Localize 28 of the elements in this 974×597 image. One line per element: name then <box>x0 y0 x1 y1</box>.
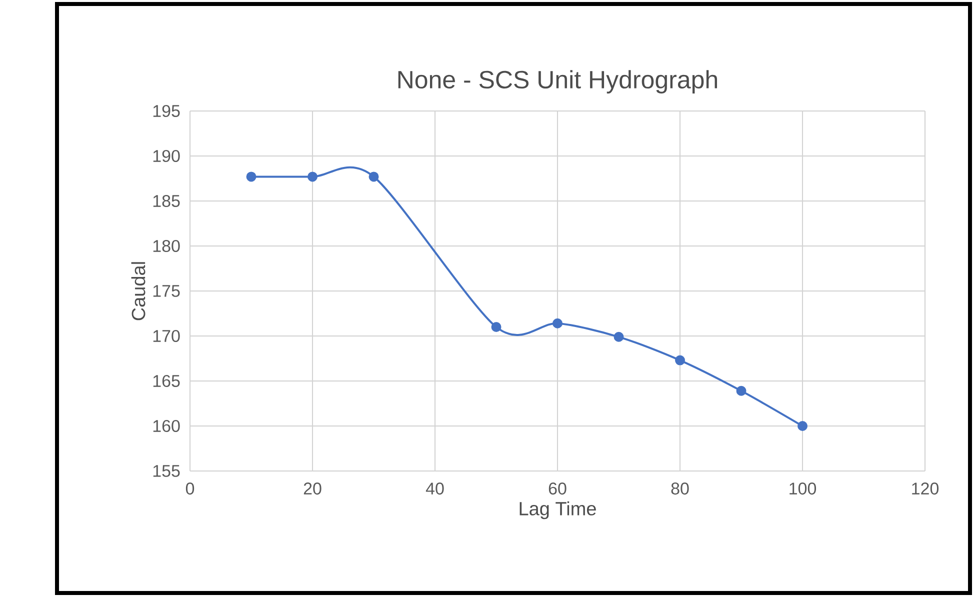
point <box>308 172 318 182</box>
point <box>614 332 624 342</box>
x-tick-label: 100 <box>790 482 816 495</box>
x-tick-label: 40 <box>426 482 444 495</box>
point <box>675 355 686 366</box>
point <box>491 322 502 332</box>
x-tick-label: 0 <box>186 482 194 495</box>
point <box>552 318 563 328</box>
y-tick-label: 190 <box>153 150 180 162</box>
y-tick-label: 185 <box>153 194 180 208</box>
x-tick-label: 80 <box>671 482 689 495</box>
y-axis-title: Caudal <box>131 262 146 320</box>
y-tick-label: 160 <box>153 420 180 432</box>
chart-title: None - SCS Unit Hydrograph <box>398 70 718 94</box>
x-tick-label: 120 <box>912 482 939 495</box>
y-tick-label: 195 <box>153 104 180 118</box>
point <box>246 172 256 182</box>
point <box>368 172 379 182</box>
x-axis-title: Lag Time <box>520 501 596 520</box>
y-tick-label: 155 <box>153 465 180 477</box>
x-tick-label: 60 <box>548 482 566 495</box>
y-tick-label: 165 <box>153 374 180 388</box>
point <box>798 421 808 431</box>
y-tick-label: 175 <box>153 285 180 297</box>
x-tick-label: 20 <box>304 482 322 495</box>
point <box>736 386 746 396</box>
y-tick-label: 180 <box>153 240 180 252</box>
y-tick-label: 170 <box>153 330 180 342</box>
